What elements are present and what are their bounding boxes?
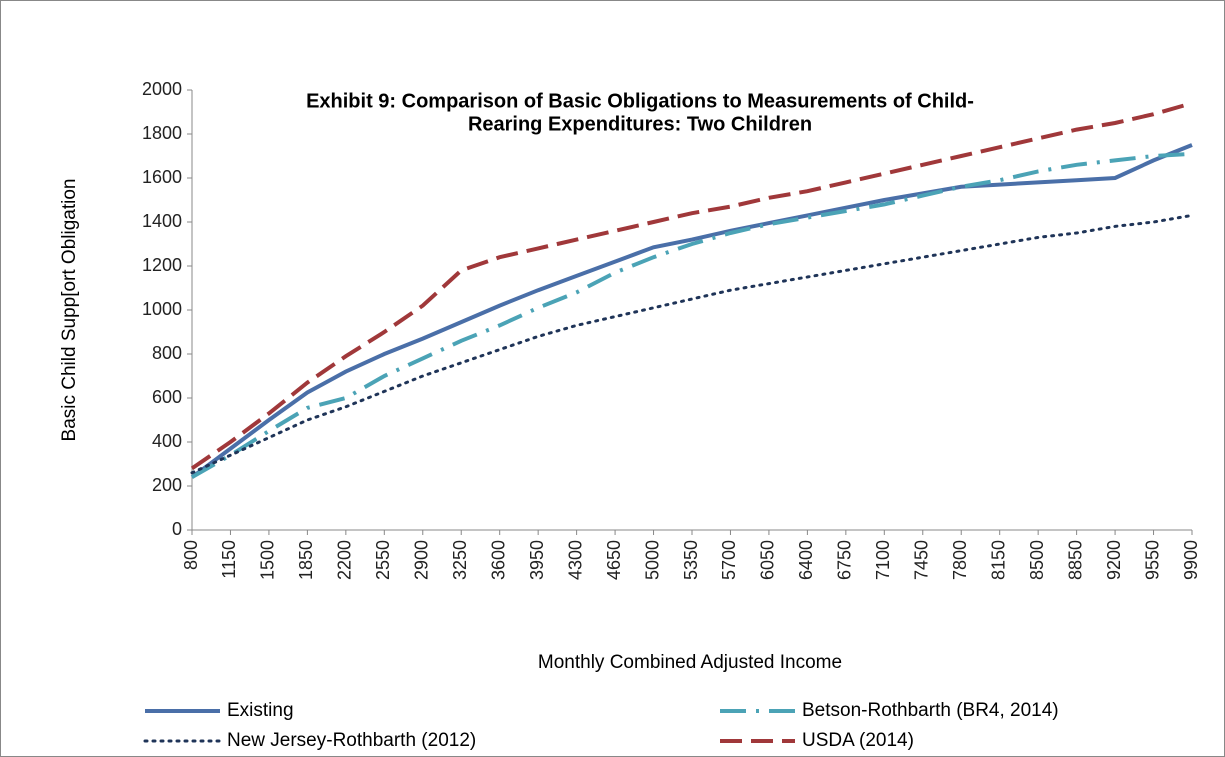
x-tick-label: 6400 (796, 540, 816, 580)
x-tick-label: 1850 (296, 540, 316, 580)
x-tick-label: 9900 (1181, 540, 1201, 580)
x-tick-label: 7800 (950, 540, 970, 580)
x-tick-label: 4650 (604, 540, 624, 580)
x-tick-label: 9550 (1142, 540, 1162, 580)
y-tick-label: 2000 (142, 79, 182, 99)
x-tick-label: 3600 (488, 540, 508, 580)
x-tick-label: 7450 (912, 540, 932, 580)
x-tick-label: 2200 (335, 540, 355, 580)
y-tick-label: 0 (172, 519, 182, 539)
legend-label: Existing (227, 700, 294, 721)
y-tick-label: 1400 (142, 211, 182, 231)
x-tick-label: 3950 (527, 540, 547, 580)
chart-title: Exhibit 9: Comparison of Basic Obligatio… (306, 90, 974, 112)
y-tick-label: 1600 (142, 167, 182, 187)
x-tick-label: 1150 (219, 540, 239, 579)
y-tick-label: 600 (152, 387, 182, 407)
y-tick-label: 1200 (142, 255, 182, 275)
x-tick-label: 800 (181, 540, 201, 570)
x-tick-label: 9200 (1104, 540, 1124, 580)
x-tick-label: 4300 (565, 540, 585, 580)
x-tick-label: 5350 (681, 540, 701, 580)
x-tick-label: 2900 (412, 540, 432, 580)
x-tick-label: 5700 (719, 540, 739, 580)
series-line (191, 151, 1193, 479)
x-tick-label: 1500 (258, 540, 278, 580)
y-axis-label: Basic Child Supp[ort Obligation (59, 179, 80, 442)
x-tick-label: 8150 (988, 540, 1008, 580)
x-tick-label: 8850 (1065, 540, 1085, 580)
legend-label: New Jersey-Rothbarth (2012) (227, 730, 476, 751)
series-line (190, 213, 1194, 475)
y-tick-label: 1000 (142, 299, 182, 319)
series-line (190, 101, 1193, 471)
legend-label: USDA (2014) (802, 730, 914, 751)
y-tick-label: 200 (152, 475, 182, 495)
y-tick-label: 800 (152, 343, 182, 363)
y-tick-label: 1800 (142, 123, 182, 143)
series-line (190, 143, 1193, 479)
x-tick-label: 2550 (373, 540, 393, 580)
y-tick-label: 400 (152, 431, 182, 451)
legend-label: Betson-Rothbarth (BR4, 2014) (802, 700, 1059, 721)
chart-title: Rearing Expenditures: Two Children (468, 113, 812, 135)
x-tick-label: 6750 (835, 540, 855, 580)
x-axis-label: Monthly Combined Adjusted Income (538, 652, 842, 673)
x-tick-label: 3250 (450, 540, 470, 580)
x-tick-label: 5000 (642, 540, 662, 580)
x-tick-label: 8500 (1027, 540, 1047, 580)
x-tick-label: 6050 (758, 540, 778, 580)
x-tick-label: 7100 (873, 540, 893, 580)
